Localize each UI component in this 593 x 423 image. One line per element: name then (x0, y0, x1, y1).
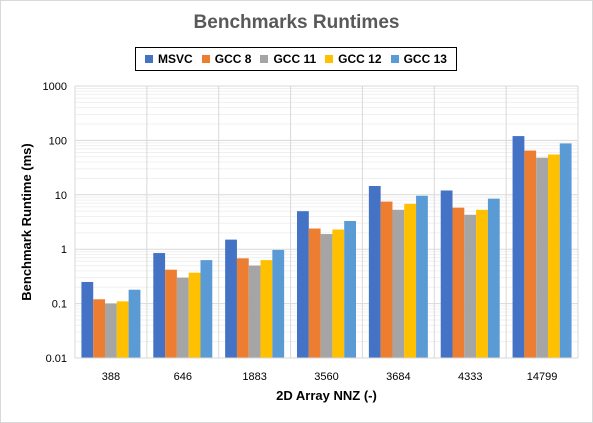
y-tick-label: 10 (55, 190, 67, 202)
legend-item-gcc11: GCC 11 (260, 52, 316, 66)
legend-item-gcc12: GCC 12 (325, 52, 382, 66)
bar-gcc13-14799 (559, 143, 572, 358)
bar-msvc-3684 (368, 186, 381, 358)
bar-msvc-388 (81, 281, 94, 358)
x-axis-title: 2D Array NNZ (-) (276, 388, 377, 403)
legend-swatch-msvc (145, 55, 154, 63)
legend-swatch-gcc13 (390, 55, 399, 63)
axes (74, 86, 579, 359)
y-tick-label: 0.01 (46, 353, 67, 365)
x-tick-label: 1883 (242, 371, 266, 383)
bar-gcc8-646 (165, 269, 177, 358)
y-axis-title: Benchmark Runtime (ms) (19, 143, 34, 300)
bar-gcc13-4333 (487, 198, 500, 358)
bar-gcc8-3560 (308, 228, 321, 358)
chart-title: Benchmarks Runtimes (193, 12, 400, 33)
x-tick-label: 14799 (527, 371, 558, 383)
bar-gcc12-388 (116, 301, 129, 358)
legend-item-msvc: MSVC (145, 52, 193, 66)
bar-msvc-3560 (297, 211, 309, 358)
x-tick-label: 4333 (458, 371, 482, 383)
bar-gcc13-3560 (344, 220, 356, 358)
bar-msvc-4333 (440, 190, 453, 358)
bar-gcc12-3684 (404, 203, 417, 358)
x-tick-label: 3560 (314, 371, 338, 383)
legend-swatch-gcc11 (260, 55, 269, 63)
legend-label-gcc11: GCC 11 (273, 52, 317, 66)
y-tick-label: 1000 (43, 81, 67, 93)
category-separators (146, 86, 507, 358)
x-tick-labels: 388 646 1883 3560 3684 4333 14799 (102, 371, 558, 383)
bar-msvc-14799 (512, 136, 525, 358)
legend-label-gcc8: GCC 8 (214, 52, 252, 66)
bar-gcc8-1883 (236, 258, 249, 358)
bar-gcc11-4333 (464, 214, 477, 358)
x-tick-label: 3684 (386, 371, 410, 383)
y-tick-label: 0.1 (52, 299, 67, 311)
y-tick-label: 100 (49, 135, 67, 147)
bar-gcc12-4333 (476, 209, 488, 358)
bars (81, 136, 572, 358)
chart-legend: MSVC GCC 8 GCC 11 GCC 12 GCC 13 (135, 47, 457, 71)
legend-label-gcc13: GCC 13 (403, 52, 447, 66)
legend-label-gcc12: GCC 12 (338, 52, 382, 66)
bar-gcc13-1883 (272, 249, 285, 358)
bar-gcc13-388 (128, 289, 141, 358)
bar-gcc13-3684 (416, 195, 428, 358)
bar-gcc13-646 (200, 260, 213, 358)
bar-msvc-1883 (225, 239, 237, 358)
bar-gcc11-1883 (248, 265, 261, 358)
bar-gcc11-14799 (536, 157, 548, 358)
legend-swatch-gcc8 (201, 55, 210, 63)
bar-gcc11-646 (176, 277, 189, 358)
bar-gcc12-14799 (547, 154, 560, 358)
bar-gcc11-3560 (320, 234, 333, 358)
bar-gcc11-388 (105, 303, 117, 358)
legend-item-gcc13: GCC 13 (390, 52, 447, 66)
legend-item-gcc8: GCC 8 (201, 52, 252, 66)
bar-gcc8-14799 (524, 150, 537, 358)
bar-gcc8-388 (93, 299, 106, 358)
y-tick-label: 1 (61, 244, 67, 256)
bar-gcc12-646 (188, 272, 201, 358)
bar-gcc8-3684 (380, 201, 393, 358)
legend-swatch-gcc12 (325, 55, 334, 63)
x-tick-label: 388 (102, 371, 120, 383)
bar-msvc-646 (153, 253, 166, 358)
legend-label-msvc: MSVC (158, 52, 193, 66)
x-tick-label: 646 (174, 371, 192, 383)
bar-gcc12-3560 (332, 229, 345, 358)
bar-gcc12-1883 (260, 260, 273, 358)
bar-gcc11-3684 (392, 209, 405, 358)
bar-gcc8-4333 (452, 207, 465, 358)
y-tick-labels: 0.01 0.1 1 10 100 1000 (43, 81, 67, 365)
